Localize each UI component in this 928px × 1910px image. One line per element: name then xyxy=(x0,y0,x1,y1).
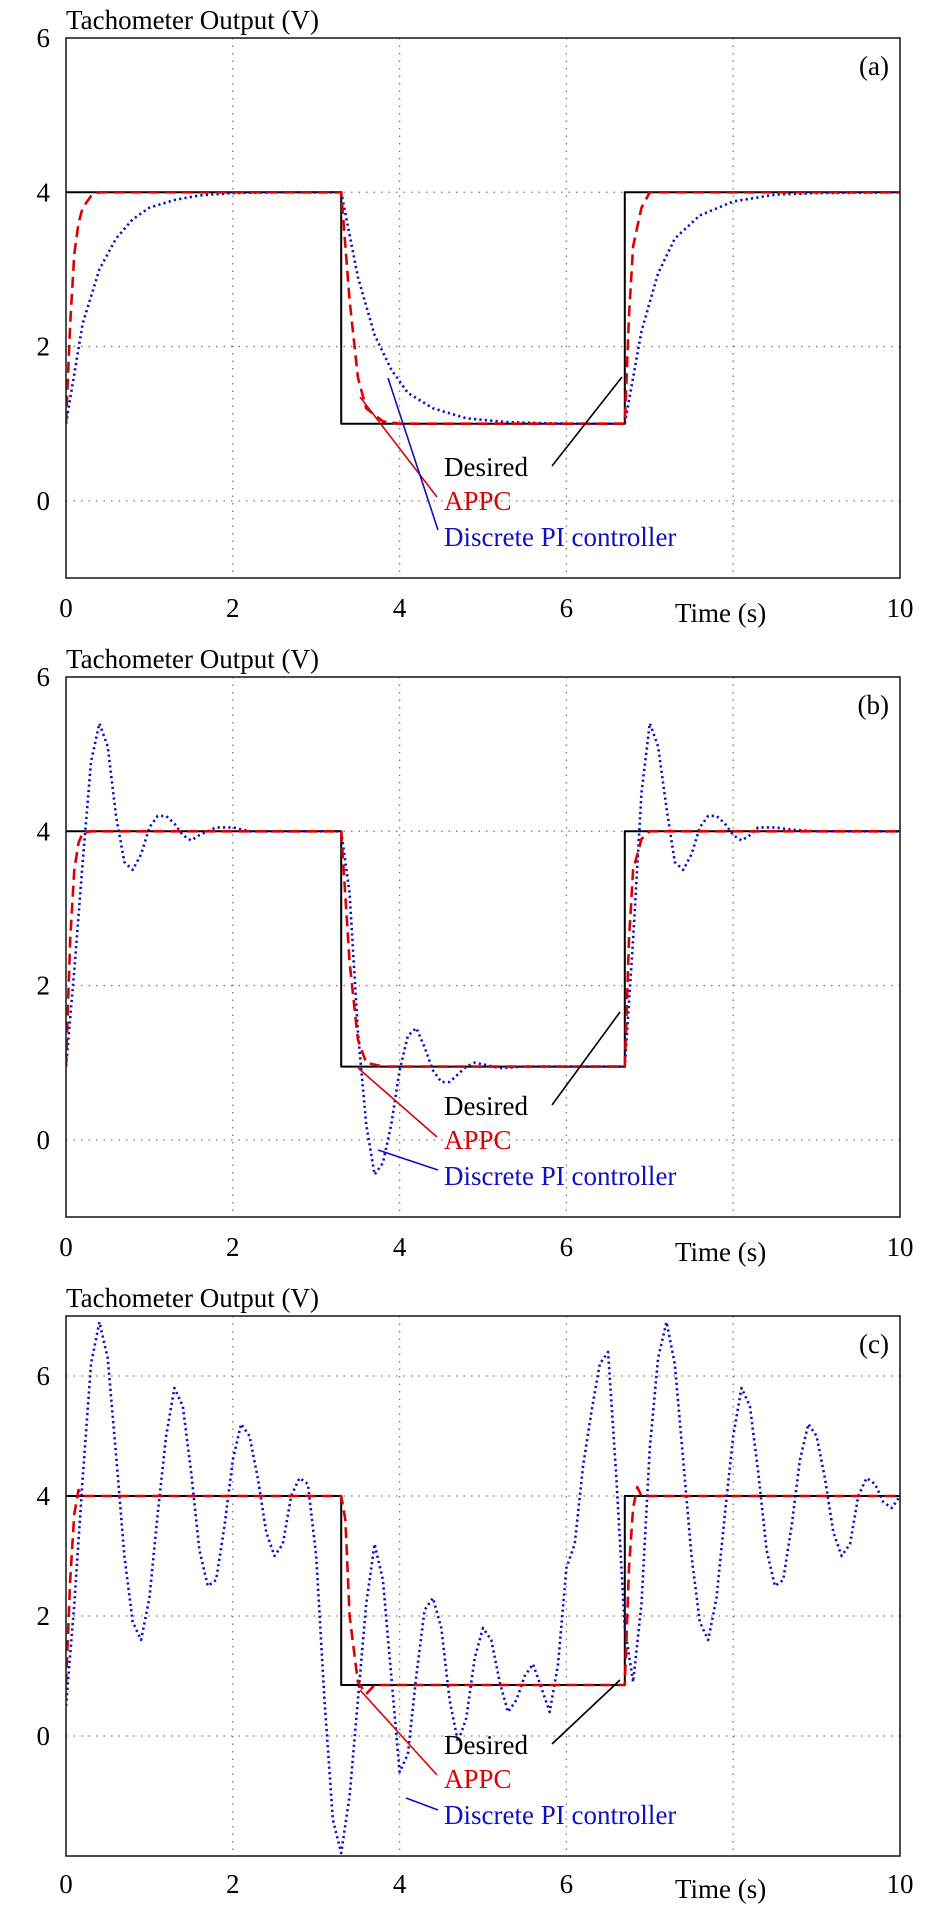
x-tick-label: 2 xyxy=(226,1869,240,1899)
grid xyxy=(66,1316,900,1856)
legend-pointer xyxy=(551,1679,621,1745)
series-line-desired xyxy=(66,1495,900,1686)
plot-frame xyxy=(65,1315,901,1857)
x-tick-label: 6 xyxy=(560,593,574,623)
panel-c: 6 4 2 0 0 2 4 6 10 Tachometer Output (V) Time (s) (… xyxy=(37,1283,914,1904)
legend-pi: Discrete PI controller xyxy=(444,1161,676,1191)
y-tick-label: 2 xyxy=(37,332,51,362)
plot-frame xyxy=(65,676,901,1218)
series-group xyxy=(66,191,900,425)
series-group xyxy=(66,1320,900,1855)
y-tick-label: 6 xyxy=(37,662,51,692)
legend-pi: Discrete PI controller xyxy=(444,522,676,552)
y-axis-label: Tachometer Output (V) xyxy=(66,644,319,674)
x-tick-label: 4 xyxy=(393,593,407,623)
x-axis-label: Time (s) xyxy=(675,1874,766,1904)
x-tick-label: 10 xyxy=(887,593,914,623)
panel-label: (a) xyxy=(859,51,889,81)
x-tick-label: 0 xyxy=(59,1869,73,1899)
grid xyxy=(66,37,900,578)
legend-annotation: Desired APPC Discrete PI controller xyxy=(359,1679,676,1830)
legend-pointer xyxy=(357,1067,438,1138)
y-tick-label: 4 xyxy=(37,1481,51,1511)
legend-annotation: Desired APPC Discrete PI controller xyxy=(357,1011,676,1191)
grid xyxy=(66,676,900,1217)
x-tick-label: 10 xyxy=(887,1232,914,1262)
series-line-desired xyxy=(66,830,900,1068)
x-axis-label: Time (s) xyxy=(675,598,766,628)
y-tick-label: 4 xyxy=(37,816,51,846)
series-line-discrete-pi-controller xyxy=(66,1320,900,1855)
y-axis-label: Tachometer Output (V) xyxy=(66,5,319,35)
y-tick-label: 6 xyxy=(37,23,51,53)
y-tick-label: 0 xyxy=(37,1721,51,1751)
x-tick-label: 2 xyxy=(226,1232,240,1262)
legend-desired: Desired xyxy=(444,452,528,482)
x-tick-label: 4 xyxy=(393,1232,407,1262)
legend-pointer xyxy=(551,1011,621,1106)
y-tick-label: 0 xyxy=(37,1125,51,1155)
legend-pi: Discrete PI controller xyxy=(444,1800,676,1830)
y-tick-label: 0 xyxy=(37,486,51,516)
legend-pointer xyxy=(377,1149,439,1171)
x-tick-label: 6 xyxy=(560,1232,574,1262)
legend-appc: APPC xyxy=(444,1125,512,1155)
x-tick-label: 0 xyxy=(59,1232,73,1262)
series-line-discrete-pi-controller xyxy=(66,191,900,425)
x-axis-label: Time (s) xyxy=(675,1237,766,1267)
series-line-desired xyxy=(66,191,900,425)
x-tick-label: 6 xyxy=(560,1869,574,1899)
y-tick-label: 4 xyxy=(37,177,51,207)
y-tick-label: 6 xyxy=(37,1361,51,1391)
panel-label: (b) xyxy=(858,690,889,720)
legend-pointer xyxy=(359,1689,438,1776)
x-tick-label: 10 xyxy=(887,1869,914,1899)
series-line-appc xyxy=(66,830,900,1068)
x-tick-label: 4 xyxy=(393,1869,407,1899)
legend-desired: Desired xyxy=(444,1091,528,1121)
panel-a: 6 4 2 0 0 2 4 6 10 Tachometer Output (V) Time (s) (… xyxy=(37,5,914,628)
legend-pointer xyxy=(405,1797,439,1811)
legend-desired: Desired xyxy=(444,1730,528,1760)
series-line-appc xyxy=(66,191,900,425)
x-tick-label: 2 xyxy=(226,593,240,623)
legend-pointer xyxy=(551,376,623,467)
legend-annotation: Desired APPC Discrete PI controller xyxy=(359,376,676,552)
y-tick-label: 2 xyxy=(37,1601,51,1631)
legend-pointer xyxy=(387,377,439,531)
plot-frame xyxy=(65,37,901,579)
y-axis-label: Tachometer Output (V) xyxy=(66,1283,319,1313)
legend-appc: APPC xyxy=(444,1764,512,1794)
series-line-appc xyxy=(66,1485,900,1696)
x-tick-label: 0 xyxy=(59,593,73,623)
panel-b: 6 4 2 0 0 2 4 6 10 Tachometer Output (V) Time (s) (… xyxy=(37,644,914,1267)
y-tick-label: 2 xyxy=(37,971,51,1001)
series-group xyxy=(66,722,900,1176)
legend-pointer xyxy=(359,396,438,498)
panel-label: (c) xyxy=(859,1329,889,1359)
legend-appc: APPC xyxy=(444,486,512,516)
